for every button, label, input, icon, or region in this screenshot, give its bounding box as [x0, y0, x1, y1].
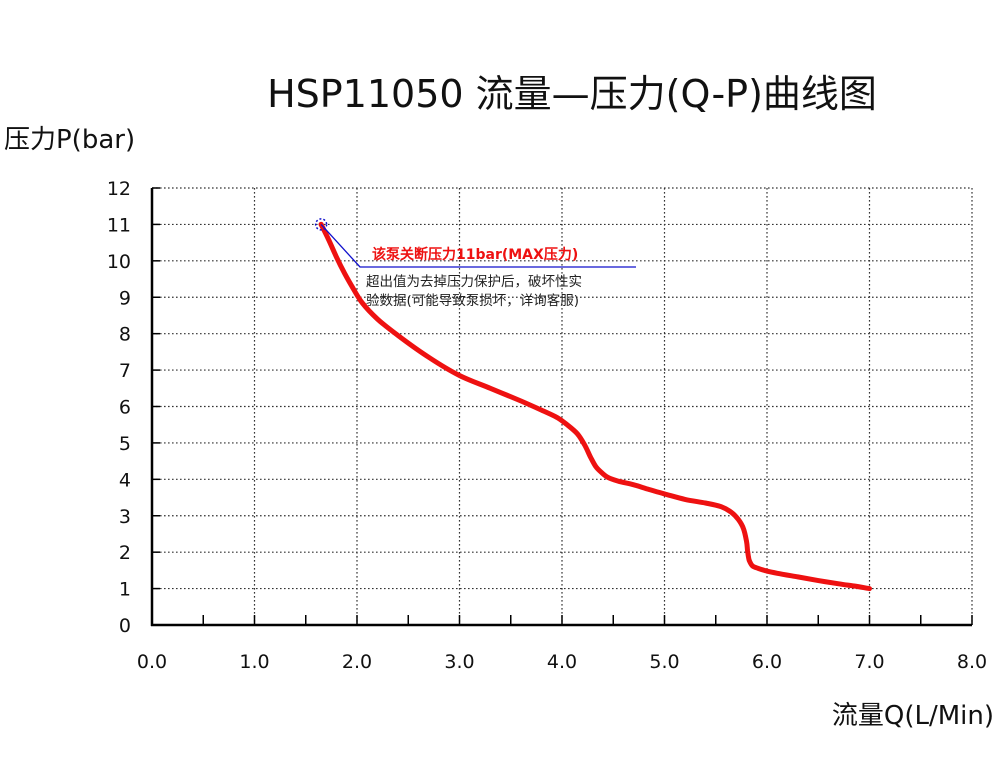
y-tick-label: 1 [119, 579, 131, 601]
x-tick-label: 8.0 [957, 651, 987, 673]
y-tick-label: 5 [119, 433, 131, 455]
annotation-note-line: 超出值为去掉压力保护后，破坏性实 [366, 274, 582, 290]
series-layer [318, 221, 872, 592]
y-tick-label: 11 [107, 214, 131, 236]
series-line [318, 221, 872, 592]
y-tick-label: 0 [119, 615, 131, 637]
x-tick-label: 2.0 [342, 651, 372, 673]
y-tick-label: 9 [119, 287, 131, 309]
annotation: 该泵关断压力11bar(MAX压力) 超出值为去掉压力保护后，破坏性实验数据(可能… [314, 218, 636, 309]
x-tick-label: 7.0 [854, 651, 884, 673]
y-tick-label: 12 [107, 178, 131, 200]
annotation-title: 该泵关断压力11bar(MAX压力) [372, 246, 578, 263]
axes [150, 187, 973, 627]
x-tick-label: 6.0 [752, 651, 782, 673]
y-tick-label: 7 [119, 360, 131, 382]
y-tick-label: 2 [119, 542, 131, 564]
shutoff-marker [314, 218, 328, 231]
annotation-note-line: 验数据(可能导致泵损坏，详询客服) [366, 292, 579, 309]
chart-title: HSP11050 流量—压力(Q-P)曲线图 [267, 72, 877, 116]
y-tick-label: 3 [119, 506, 131, 528]
grid [152, 187, 973, 625]
y-tick-label: 6 [119, 397, 131, 419]
y-axis-label: 压力P(bar) [4, 125, 135, 155]
x-tick-label: 0.0 [137, 651, 167, 673]
x-axis-label: 流量Q(L/Min) [832, 701, 994, 731]
x-tick-label: 3.0 [444, 651, 474, 673]
y-tick-label: 10 [107, 251, 131, 273]
x-tick-label: 1.0 [239, 651, 269, 673]
x-tick-label: 5.0 [649, 651, 679, 673]
x-tick-label: 4.0 [547, 651, 577, 673]
y-tick-label: 4 [119, 469, 131, 491]
y-tick-label: 8 [119, 324, 131, 346]
tick-labels: 0.0 1.0 2.0 3.0 4.0 5.0 6.0 7.0 8.00123456789101… [107, 178, 987, 673]
annotation-leader-line [320, 223, 636, 268]
